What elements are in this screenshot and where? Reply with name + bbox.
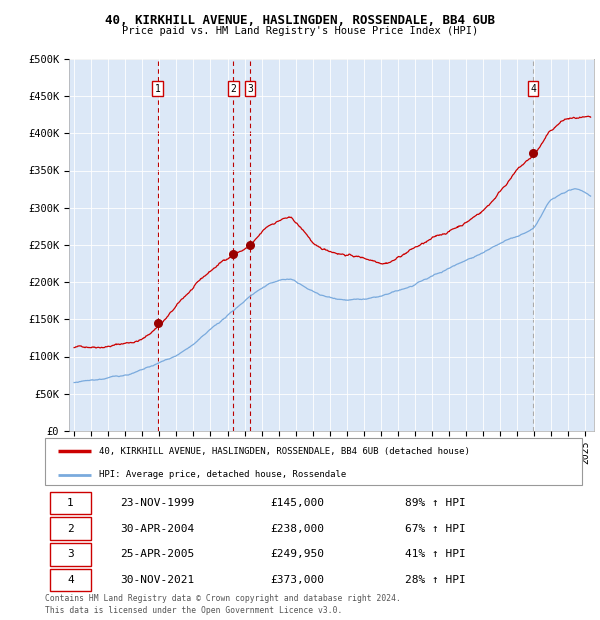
Text: 30-APR-2004: 30-APR-2004 (120, 524, 194, 534)
Text: 67% ↑ HPI: 67% ↑ HPI (405, 524, 466, 534)
Text: Price paid vs. HM Land Registry's House Price Index (HPI): Price paid vs. HM Land Registry's House … (122, 26, 478, 36)
Text: 28% ↑ HPI: 28% ↑ HPI (405, 575, 466, 585)
Text: 30-NOV-2021: 30-NOV-2021 (120, 575, 194, 585)
FancyBboxPatch shape (50, 492, 91, 515)
Text: £249,950: £249,950 (271, 549, 325, 559)
Text: 1: 1 (67, 498, 74, 508)
Text: £373,000: £373,000 (271, 575, 325, 585)
FancyBboxPatch shape (50, 543, 91, 565)
Text: HPI: Average price, detached house, Rossendale: HPI: Average price, detached house, Ross… (98, 470, 346, 479)
Text: 23-NOV-1999: 23-NOV-1999 (120, 498, 194, 508)
Text: 4: 4 (67, 575, 74, 585)
Text: 2: 2 (67, 524, 74, 534)
FancyBboxPatch shape (50, 569, 91, 591)
Text: This data is licensed under the Open Government Licence v3.0.: This data is licensed under the Open Gov… (45, 606, 343, 616)
FancyBboxPatch shape (50, 518, 91, 540)
Text: 2: 2 (230, 84, 236, 94)
Text: 89% ↑ HPI: 89% ↑ HPI (405, 498, 466, 508)
Text: £238,000: £238,000 (271, 524, 325, 534)
Text: 1: 1 (155, 84, 161, 94)
FancyBboxPatch shape (45, 438, 582, 485)
Text: £145,000: £145,000 (271, 498, 325, 508)
Text: 40, KIRKHILL AVENUE, HASLINGDEN, ROSSENDALE, BB4 6UB: 40, KIRKHILL AVENUE, HASLINGDEN, ROSSEND… (105, 14, 495, 27)
Text: 41% ↑ HPI: 41% ↑ HPI (405, 549, 466, 559)
Text: 40, KIRKHILL AVENUE, HASLINGDEN, ROSSENDALE, BB4 6UB (detached house): 40, KIRKHILL AVENUE, HASLINGDEN, ROSSEND… (98, 447, 470, 456)
Text: 4: 4 (530, 84, 536, 94)
Text: 25-APR-2005: 25-APR-2005 (120, 549, 194, 559)
Text: 3: 3 (67, 549, 74, 559)
Text: 3: 3 (247, 84, 253, 94)
Text: Contains HM Land Registry data © Crown copyright and database right 2024.: Contains HM Land Registry data © Crown c… (45, 594, 401, 603)
